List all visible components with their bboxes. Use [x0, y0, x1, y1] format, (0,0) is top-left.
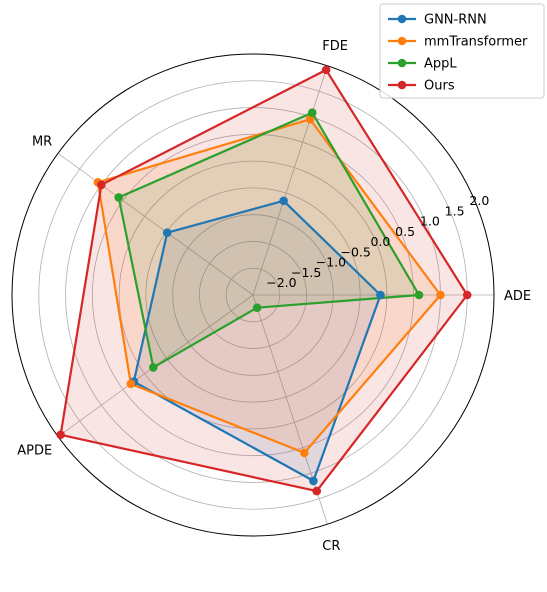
point-gnn-rnn-ade — [376, 290, 385, 300]
r-tick-label: 2.0 — [469, 193, 489, 208]
point-mmtransformer-apde — [126, 379, 136, 389]
point-ours-mr — [97, 180, 106, 190]
axis-label-ade: ADE — [504, 289, 531, 304]
legend-marker-gnn-rnn — [397, 14, 407, 24]
point-mmtransformer-ade — [436, 290, 445, 300]
axis-labels: ADE FDE MR APDE CR — [17, 39, 531, 554]
axis-label-mr: MR — [32, 134, 52, 149]
r-tick-label: −1.5 — [291, 265, 321, 280]
point-ours-apde — [56, 430, 65, 440]
r-tick-label: 1.0 — [420, 214, 440, 229]
point-gnn-rnn-cr — [309, 476, 318, 486]
series-line-appl — [117, 111, 421, 369]
r-tick-label: −0.5 — [340, 244, 370, 259]
axis-spoke-fde — [252, 65, 328, 296]
r-tick-label: −1.0 — [316, 255, 346, 270]
series-fill-ours — [60, 69, 468, 492]
legend-box — [379, 3, 545, 99]
series-fill-appl — [118, 112, 419, 368]
point-ours-cr — [312, 486, 322, 496]
point-ours-ade — [462, 290, 472, 300]
radar-grid — [11, 53, 495, 537]
legend-marker-appl — [397, 58, 407, 68]
legend-label-ours: Ours — [424, 79, 455, 94]
point-ours-fde — [321, 65, 331, 75]
series-fill-gnn-rnn — [133, 200, 381, 481]
r-tick-label: −2.0 — [266, 275, 296, 290]
legend: GNN-RNN mmTransformer AppL Ours — [379, 3, 545, 99]
legend-marker-mmtransformer — [397, 36, 407, 46]
point-appl-fde — [307, 108, 317, 117]
series-points — [56, 65, 472, 496]
point-mmtransformer-fde — [305, 114, 315, 124]
axis-spoke-cr — [252, 294, 328, 525]
series-line-mmtransformer — [96, 118, 442, 454]
r-tick-label: 1.5 — [445, 203, 465, 218]
series-line-gnn-rnn — [132, 199, 382, 482]
legend-label-gnn-rnn: GNN-RNN — [424, 13, 487, 28]
axis-label-apde: APDE — [17, 444, 52, 459]
point-gnn-rnn-fde — [279, 196, 288, 206]
point-appl-ade — [414, 290, 424, 300]
point-appl-apde — [149, 363, 158, 372]
axis-label-cr: CR — [322, 539, 340, 554]
series-line-ours — [59, 68, 469, 493]
legend-marker-ours — [397, 80, 407, 90]
point-mmtransformer-cr — [300, 448, 309, 458]
point-gnn-rnn-mr — [162, 228, 172, 237]
r-tick-label: 0.0 — [370, 234, 390, 249]
legend-label-appl: AppL — [424, 57, 457, 72]
legend-label-mmtransformer: mmTransformer — [424, 35, 528, 50]
r-tick-label: 0.5 — [395, 224, 415, 239]
axis-spoke-mr — [57, 153, 254, 296]
radial-tick-labels: −2.0−1.5−1.0−0.50.0 0.5 1.0 1.5 2.0 — [266, 193, 489, 290]
point-appl-cr — [252, 303, 262, 313]
series-lines — [59, 68, 469, 493]
axis-label-fde: FDE — [322, 39, 348, 54]
outer-frame — [11, 53, 495, 537]
point-appl-mr — [114, 193, 123, 202]
